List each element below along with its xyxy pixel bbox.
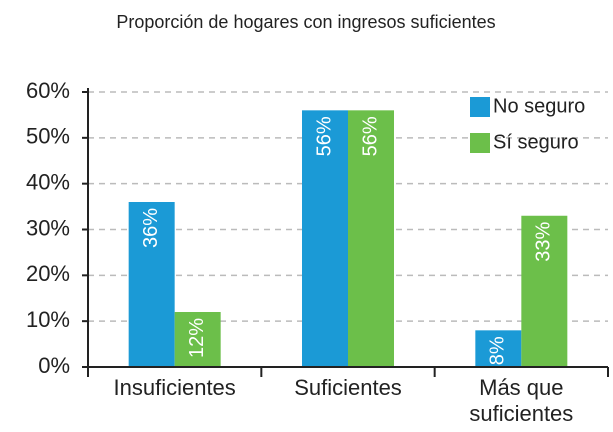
legend-label: No seguro	[493, 95, 585, 117]
y-tick-label: 30%	[26, 215, 70, 240]
data-label: 8%	[487, 336, 509, 365]
legend-label: Sí seguro	[493, 131, 579, 153]
y-tick-label: 0%	[38, 353, 70, 378]
y-tick-label: 60%	[26, 78, 70, 103]
chart-title: Proporción de hogares con ingresos sufic…	[116, 12, 495, 32]
x-tick-label: Suficientes	[294, 375, 402, 400]
bar	[302, 110, 348, 367]
y-tick-label: 40%	[26, 169, 70, 194]
y-tick-label: 10%	[26, 307, 70, 332]
bar	[475, 330, 522, 367]
legend-swatch	[470, 133, 490, 153]
bar	[128, 202, 175, 367]
bar	[174, 312, 221, 367]
x-tick-label: Insuficientes	[113, 375, 236, 400]
data-label: 36%	[140, 208, 162, 248]
bar	[348, 110, 394, 367]
x-tick-label: Más que suficientes	[469, 375, 574, 426]
data-label: 33%	[533, 222, 555, 262]
y-tick-label: 20%	[26, 261, 70, 286]
legend-swatch	[470, 97, 490, 117]
data-label: 56%	[359, 116, 381, 156]
y-tick-label: 50%	[26, 124, 70, 149]
bar	[521, 215, 568, 367]
data-label: 12%	[186, 318, 208, 358]
data-label: 56%	[313, 116, 335, 156]
